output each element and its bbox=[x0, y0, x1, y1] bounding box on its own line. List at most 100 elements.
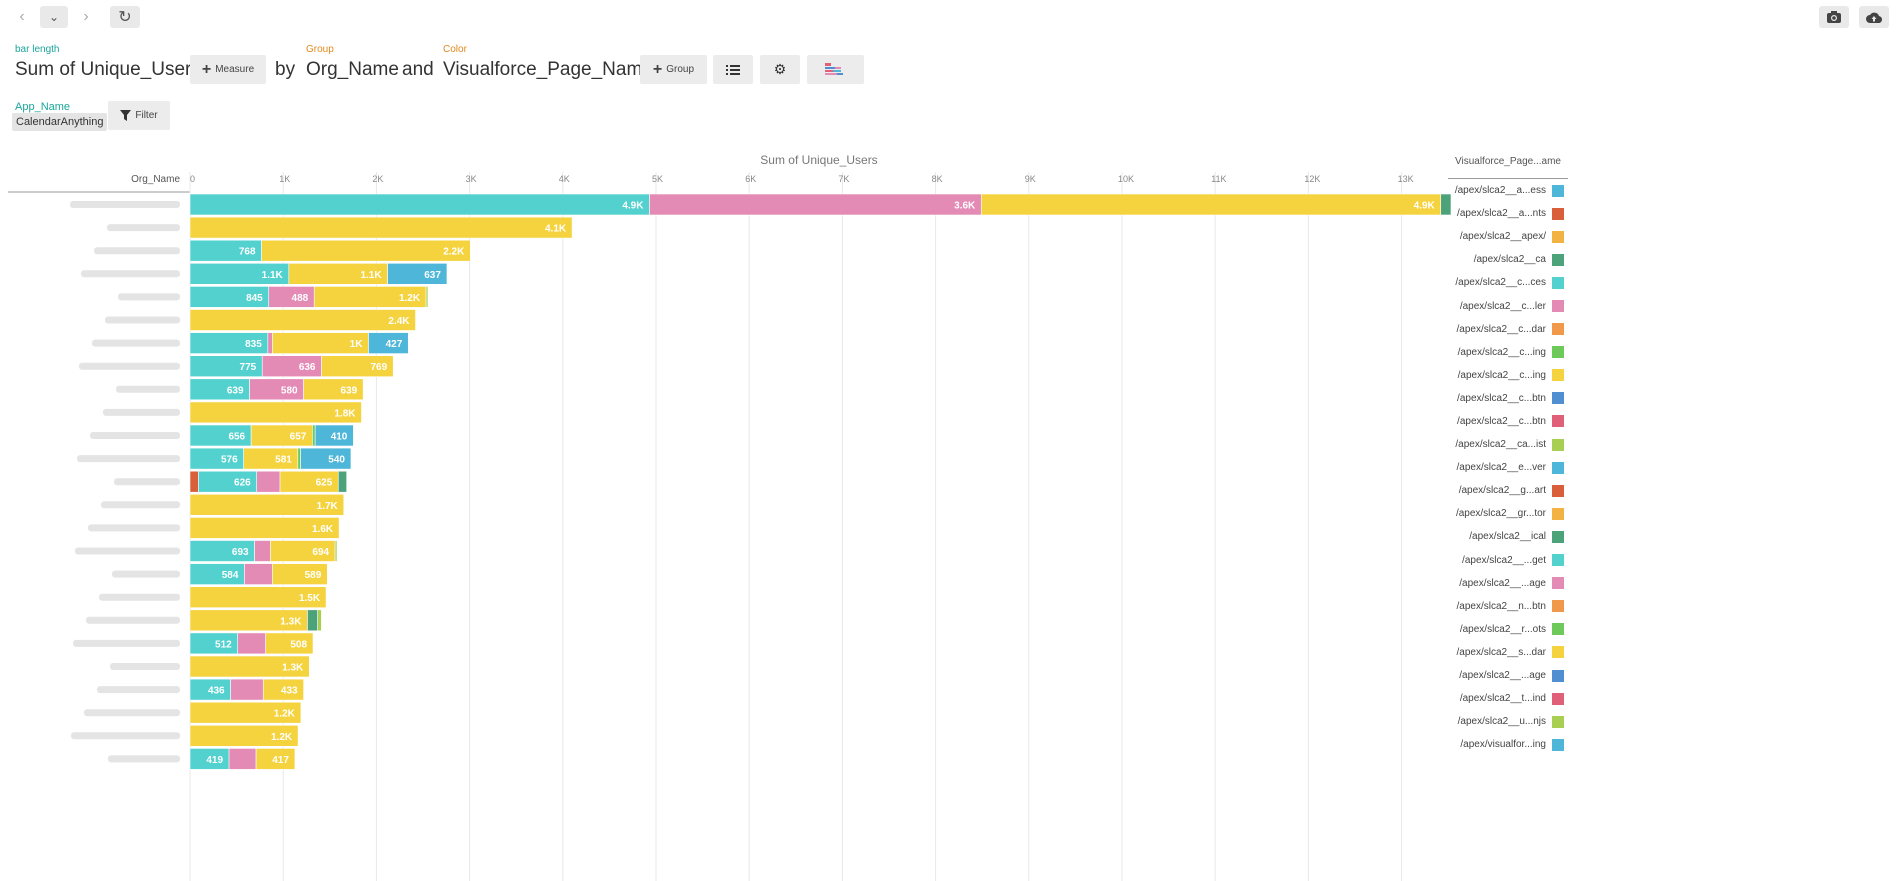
legend-item[interactable]: /apex/slca2__c...ler bbox=[1448, 294, 1568, 317]
legend-item[interactable]: /apex/slca2__...age bbox=[1448, 572, 1568, 595]
bar-data-label: 1.3K bbox=[280, 616, 302, 627]
bar-data-label: 637 bbox=[424, 270, 441, 281]
bar-segment bbox=[368, 332, 409, 354]
legend-item-label: /apex/slca2__apex/ bbox=[1459, 231, 1546, 243]
legend-item[interactable]: /apex/slca2__apex/ bbox=[1448, 225, 1568, 248]
bar-segment bbox=[262, 678, 304, 701]
legend-item[interactable]: /apex/slca2__ical bbox=[1448, 525, 1568, 548]
funnel-icon bbox=[120, 110, 132, 121]
bar-data-label: 584 bbox=[222, 570, 239, 581]
legend-item-label: /apex/slca2__...age bbox=[1459, 577, 1546, 589]
legend-item-label: /apex/slca2__n...btn bbox=[1456, 600, 1546, 612]
bar-segment bbox=[189, 309, 416, 331]
legend-item[interactable]: /apex/slca2__a...nts bbox=[1448, 202, 1568, 225]
legend-item[interactable]: /apex/slca2__c...dar bbox=[1448, 318, 1568, 341]
legend-item[interactable]: /apex/slca2__c...ing bbox=[1448, 341, 1568, 364]
legend-item[interactable]: /apex/slca2__e...ver bbox=[1448, 456, 1568, 479]
legend-item[interactable]: /apex/slca2__ca bbox=[1448, 248, 1568, 271]
chevron-down-icon: ⌄ bbox=[48, 10, 60, 24]
legend-item[interactable]: /apex/slca2__u...njs bbox=[1448, 710, 1568, 733]
table-view-button[interactable] bbox=[713, 55, 753, 84]
forward-button[interactable]: › bbox=[72, 6, 100, 28]
legend-item-label: /apex/slca2__c...ler bbox=[1459, 300, 1546, 312]
filter-button[interactable]: Filter bbox=[108, 101, 170, 130]
top-right-actions bbox=[1819, 6, 1889, 28]
group-selector[interactable]: Org_Name bbox=[306, 59, 399, 80]
legend-item[interactable]: /apex/slca2__gr...tor bbox=[1448, 502, 1568, 525]
legend-item[interactable]: /apex/slca2__n...btn bbox=[1448, 595, 1568, 618]
legend-item-label: /apex/slca2__c...ing bbox=[1457, 369, 1546, 381]
bar-data-label: 775 bbox=[240, 362, 257, 373]
filter-value-chip[interactable]: CalendarAnything bbox=[12, 113, 108, 131]
legend-item-label: /apex/slca2__t...ind bbox=[1459, 693, 1546, 705]
bar-segment bbox=[255, 748, 296, 770]
legend-item[interactable]: /apex/slca2__r...ots bbox=[1448, 618, 1568, 641]
legend-swatch bbox=[1552, 646, 1564, 659]
bar-data-label: 1.2K bbox=[271, 732, 293, 743]
bar-data-label: 576 bbox=[221, 455, 238, 466]
color-label: Color bbox=[443, 44, 467, 55]
legend-item[interactable]: /apex/slca2__t...ind bbox=[1448, 687, 1568, 710]
legend-swatch bbox=[1552, 623, 1564, 636]
bar-segment bbox=[189, 517, 340, 539]
legend-item-label: /apex/slca2__gr...tor bbox=[1455, 508, 1546, 520]
bar-data-label: 488 bbox=[292, 293, 309, 304]
group-label: Group bbox=[306, 44, 334, 55]
measure-selector[interactable]: Sum of Unique_Users bbox=[15, 59, 201, 80]
y-axis-title: Org_Name bbox=[131, 174, 180, 185]
chart-type-button[interactable] bbox=[807, 55, 864, 84]
legend-item-label: /apex/slca2__g...art bbox=[1458, 485, 1546, 497]
snapshot-button[interactable] bbox=[1819, 6, 1849, 28]
legend-item[interactable]: /apex/slca2__c...btn bbox=[1448, 387, 1568, 410]
legend-item-label: /apex/slca2__ical bbox=[1469, 531, 1546, 543]
bar-segment bbox=[254, 540, 271, 562]
org-name-label-blurred bbox=[116, 385, 180, 393]
bar-segment bbox=[189, 216, 573, 239]
bar-segment bbox=[228, 748, 257, 770]
org-name-label-blurred bbox=[94, 247, 180, 255]
legend-item[interactable]: /apex/slca2__a...ess bbox=[1448, 179, 1568, 202]
bar-segment bbox=[189, 655, 310, 678]
add-group-button[interactable]: + Group bbox=[640, 55, 707, 84]
bar-data-label: 636 bbox=[299, 362, 316, 373]
org-name-label-blurred bbox=[73, 639, 180, 647]
x-tick-label: 10K bbox=[1118, 174, 1134, 184]
settings-button[interactable]: ⚙ bbox=[760, 55, 800, 84]
legend-item[interactable]: /apex/slca2__g...art bbox=[1448, 479, 1568, 502]
back-button[interactable]: ‹ bbox=[8, 6, 36, 28]
history-button[interactable]: ⌄ bbox=[40, 6, 68, 28]
bar-data-label: 419 bbox=[206, 755, 223, 766]
add-measure-button[interactable]: + Measure bbox=[190, 55, 266, 84]
legend-swatch bbox=[1552, 253, 1564, 266]
legend-item[interactable]: /apex/slca2__ca...ist bbox=[1448, 433, 1568, 456]
bar-data-label: 657 bbox=[290, 432, 307, 443]
org-name-label-blurred bbox=[92, 339, 180, 347]
legend-swatch bbox=[1552, 207, 1564, 220]
bar-data-label: 693 bbox=[232, 547, 249, 558]
camera-icon bbox=[1827, 11, 1841, 23]
bar-data-label: 1.6K bbox=[312, 524, 334, 535]
bar-data-label: 1.8K bbox=[334, 408, 356, 419]
legend-item[interactable]: /apex/slca2__s...dar bbox=[1448, 641, 1568, 664]
refresh-button[interactable]: ↻ bbox=[110, 6, 140, 28]
legend-item[interactable]: /apex/slca2__...age bbox=[1448, 664, 1568, 687]
bars: 4.9K 3.6K 4.9K 4.1K 768 2.2K 1.1K 1.1K 637 845 488… bbox=[189, 193, 1452, 770]
upload-button[interactable] bbox=[1859, 6, 1889, 28]
bar-segment bbox=[230, 678, 264, 701]
org-name-label-blurred bbox=[105, 316, 180, 324]
legend-swatch bbox=[1552, 369, 1564, 382]
bar-segment bbox=[267, 332, 273, 354]
bar-data-label: 656 bbox=[228, 432, 245, 443]
legend-item[interactable]: /apex/slca2__...get bbox=[1448, 549, 1568, 572]
legend-item[interactable]: /apex/slca2__c...btn bbox=[1448, 410, 1568, 433]
org-name-label-blurred bbox=[101, 501, 180, 509]
legend-item[interactable]: /apex/slca2__c...ces bbox=[1448, 271, 1568, 294]
x-tick-label: 9K bbox=[1025, 174, 1036, 184]
legend-swatch bbox=[1552, 461, 1564, 474]
legend-item[interactable]: /apex/visualfor...ing bbox=[1448, 733, 1568, 756]
bar-data-label: 1K bbox=[350, 339, 364, 350]
legend-item[interactable]: /apex/slca2__c...ing bbox=[1448, 364, 1568, 387]
by-text: by bbox=[275, 59, 296, 80]
color-selector[interactable]: Visualforce_Page_Name bbox=[443, 59, 653, 80]
legend-swatch bbox=[1552, 323, 1564, 336]
